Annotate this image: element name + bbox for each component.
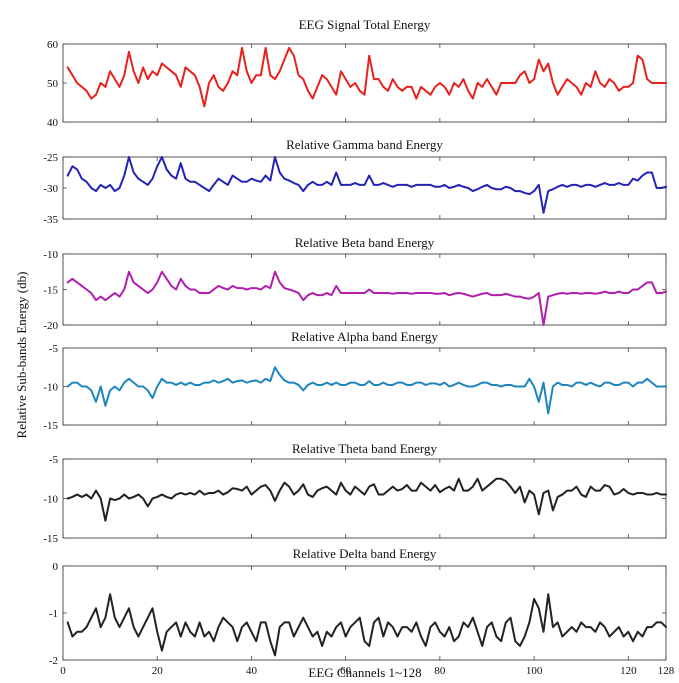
x-tick-label: 20	[152, 665, 164, 677]
series-line	[66, 270, 667, 326]
y-tick-label: 40	[47, 117, 59, 129]
x-axis-label: EEG Channels 1~128	[308, 665, 421, 680]
panel-title: Relative Gamma band Energy	[286, 137, 443, 152]
y-tick-label: -15	[43, 420, 58, 432]
y-tick-label: 0	[53, 561, 59, 573]
panel-title: Relative Theta band Energy	[292, 441, 437, 456]
x-tick-label: 0	[60, 665, 66, 677]
axes-frame	[62, 156, 667, 220]
y-tick-label: -35	[43, 214, 58, 226]
panel-3: Relative Beta band Energy -20 -15 -10	[43, 235, 667, 332]
panel-4: Relative Alpha band Energy -15 -10 -5	[43, 329, 667, 432]
panel-title: Relative Alpha band Energy	[291, 329, 438, 344]
y-tick-label: -10	[43, 494, 58, 506]
y-tick-label: -10	[43, 382, 58, 394]
y-tick-label: -5	[49, 454, 59, 466]
y-axis-label: Relative Sub-bands Energy (db)	[14, 272, 29, 439]
y-tick-label: -2	[49, 655, 58, 667]
x-tick-label: 128	[658, 665, 675, 677]
y-tick-label: -10	[43, 249, 58, 261]
y-tick-label: 50	[47, 78, 59, 90]
panels-group: EEG Signal Total Energy 40 50 60 Relative Ga…	[43, 17, 674, 677]
y-tick-label: -20	[43, 320, 58, 332]
panel-title: Relative Delta band Energy	[293, 546, 437, 561]
y-tick-label: -15	[43, 285, 58, 297]
panel-2: Relative Gamma band Energy -35 -30 -25	[43, 137, 667, 226]
x-tick-label: 80	[434, 665, 446, 677]
panel-title: EEG Signal Total Energy	[299, 17, 431, 32]
panel-5: Relative Theta band Energy -15 -10 -5	[43, 441, 667, 545]
panel-6: Relative Delta band Energy -2 -1 0 0 20 40 60 80…	[49, 546, 675, 677]
y-tick-label: -5	[49, 343, 59, 355]
series-line	[66, 156, 667, 214]
x-tick-label: 120	[620, 665, 637, 677]
axes-frame	[62, 43, 667, 123]
x-tick-label: 60	[340, 665, 352, 677]
panel-title: Relative Beta band Energy	[295, 235, 435, 250]
axes-frame	[62, 347, 667, 426]
y-tick-label: -15	[43, 533, 58, 545]
x-tick-label: 40	[246, 665, 258, 677]
panel-1: EEG Signal Total Energy 40 50 60	[47, 17, 667, 129]
y-tick-label: -30	[43, 183, 58, 195]
y-tick-label: -25	[43, 152, 58, 164]
series-line	[66, 366, 667, 415]
series-line	[66, 477, 667, 522]
series-line	[66, 46, 667, 108]
series-line	[66, 593, 667, 657]
y-tick-label: 60	[47, 39, 59, 51]
y-tick-label: -1	[49, 608, 58, 620]
x-tick-label: 100	[526, 665, 543, 677]
